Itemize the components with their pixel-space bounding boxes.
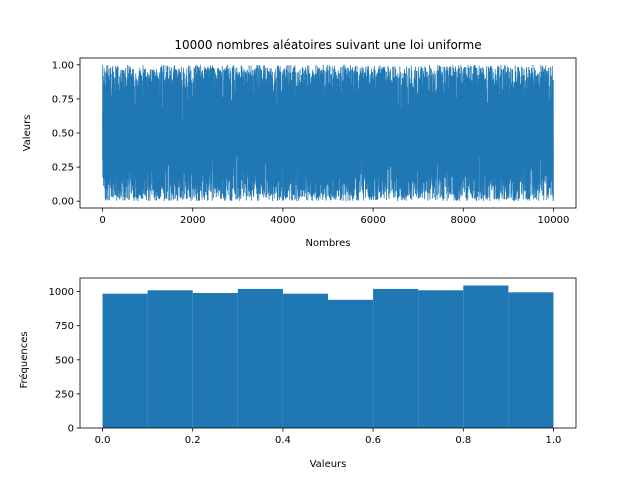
histogram-bar [463,285,509,428]
bottom-y-tick-label: 500 [55,355,74,366]
bottom-plot-area: 0.0 0.2 0.4 0.6 0.8 1.0 0 250 500 750 1000 [49,277,577,446]
bottom-axes-frame [79,277,577,429]
top-y-tick-label: 0.25 [52,163,74,174]
series-line [102,64,554,202]
histogram-bar [282,293,328,428]
bottom-x-axis-label: Valeurs [310,459,347,470]
bottom-x-tick-label: 0.2 [185,435,201,446]
histogram-bar [147,290,193,428]
top-x-tick-label: 0 [99,215,105,226]
histogram-bar [373,288,419,428]
bottom-x-tick-label: 1.0 [546,435,562,446]
bottom-x-tick-label: 0.8 [455,435,471,446]
top-y-tick-label: 0.00 [52,197,74,208]
bottom-y-tick-label: 1000 [49,287,74,298]
top-x-tick-label: 2000 [180,215,205,226]
histogram-bar [508,292,554,428]
histogram-bar [192,293,238,428]
top-y-tick-label: 0.75 [52,94,74,105]
top-chart-title: 10000 nombres aléatoires suivant une loi… [174,38,481,52]
bottom-x-tick-label: 0.0 [95,435,111,446]
histogram-bar [237,288,283,428]
bottom-x-tick-label: 0.4 [275,435,291,446]
top-x-tick-label: 6000 [360,215,385,226]
bottom-y-tick-label: 250 [55,389,74,400]
top-x-tick-label: 8000 [451,215,476,226]
bottom-y-tick-label: 0 [68,424,74,435]
top-x-tick-label: 10000 [538,215,570,226]
histogram-bar [328,299,374,428]
bottom-y-axis-label: Fréquences [18,331,30,388]
top-y-tick-label: 0.50 [52,129,74,140]
bottom-y-tick-label: 750 [55,321,74,332]
histogram-bar [102,293,148,428]
top-x-axis-label: Nombres [306,238,351,249]
top-plot-area: 0 2000 4000 6000 8000 10000 0.00 0.25 0.50 0.75 1.… [52,57,577,226]
top-y-axis-label: Valeurs [22,115,33,152]
bottom-x-tick-label: 0.6 [365,435,381,446]
top-y-tick-label: 1.00 [52,60,74,71]
histogram-bar [418,290,464,428]
top-x-tick-label: 4000 [270,215,295,226]
